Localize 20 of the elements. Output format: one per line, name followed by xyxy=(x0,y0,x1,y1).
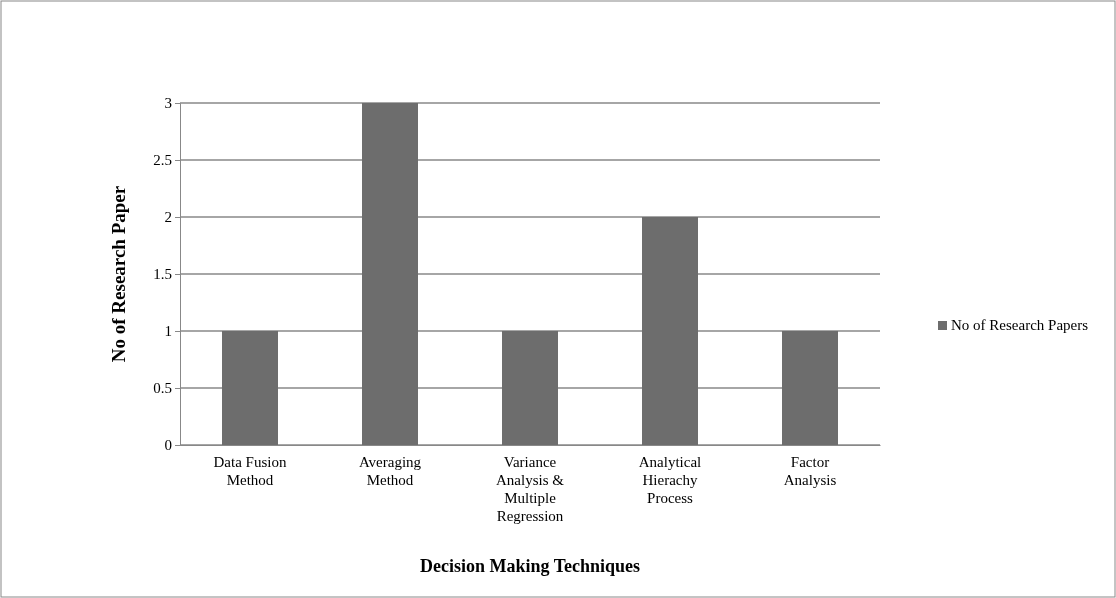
bar xyxy=(642,217,698,445)
y-tick-label: 0 xyxy=(164,437,172,454)
y-tick-label: 3 xyxy=(164,95,172,112)
y-tick-label: 2.5 xyxy=(153,152,172,169)
legend-label: No of Research Papers xyxy=(951,317,1089,333)
x-tick-label: Data Fusion Method xyxy=(213,454,287,488)
bar xyxy=(362,103,418,445)
bar xyxy=(222,331,278,445)
bar xyxy=(782,331,838,445)
x-tick-label: Analytical Hierachy Process xyxy=(638,454,702,506)
y-tick-label: 1 xyxy=(164,323,172,340)
y-axis-title: No of Research Paper xyxy=(108,185,129,363)
y-tick-label: 0.5 xyxy=(153,380,172,397)
x-tick-label: Averaging Method xyxy=(358,454,422,488)
x-axis-title: Decision Making Techniques xyxy=(419,556,641,576)
x-tick-label: Variance Analysis & Multiple Regression xyxy=(496,454,565,524)
x-tick-label: Factor Analysis xyxy=(783,454,837,488)
y-tick-label: 1.5 xyxy=(153,266,172,283)
y-tick-label: 2 xyxy=(164,209,172,226)
bar xyxy=(502,331,558,445)
